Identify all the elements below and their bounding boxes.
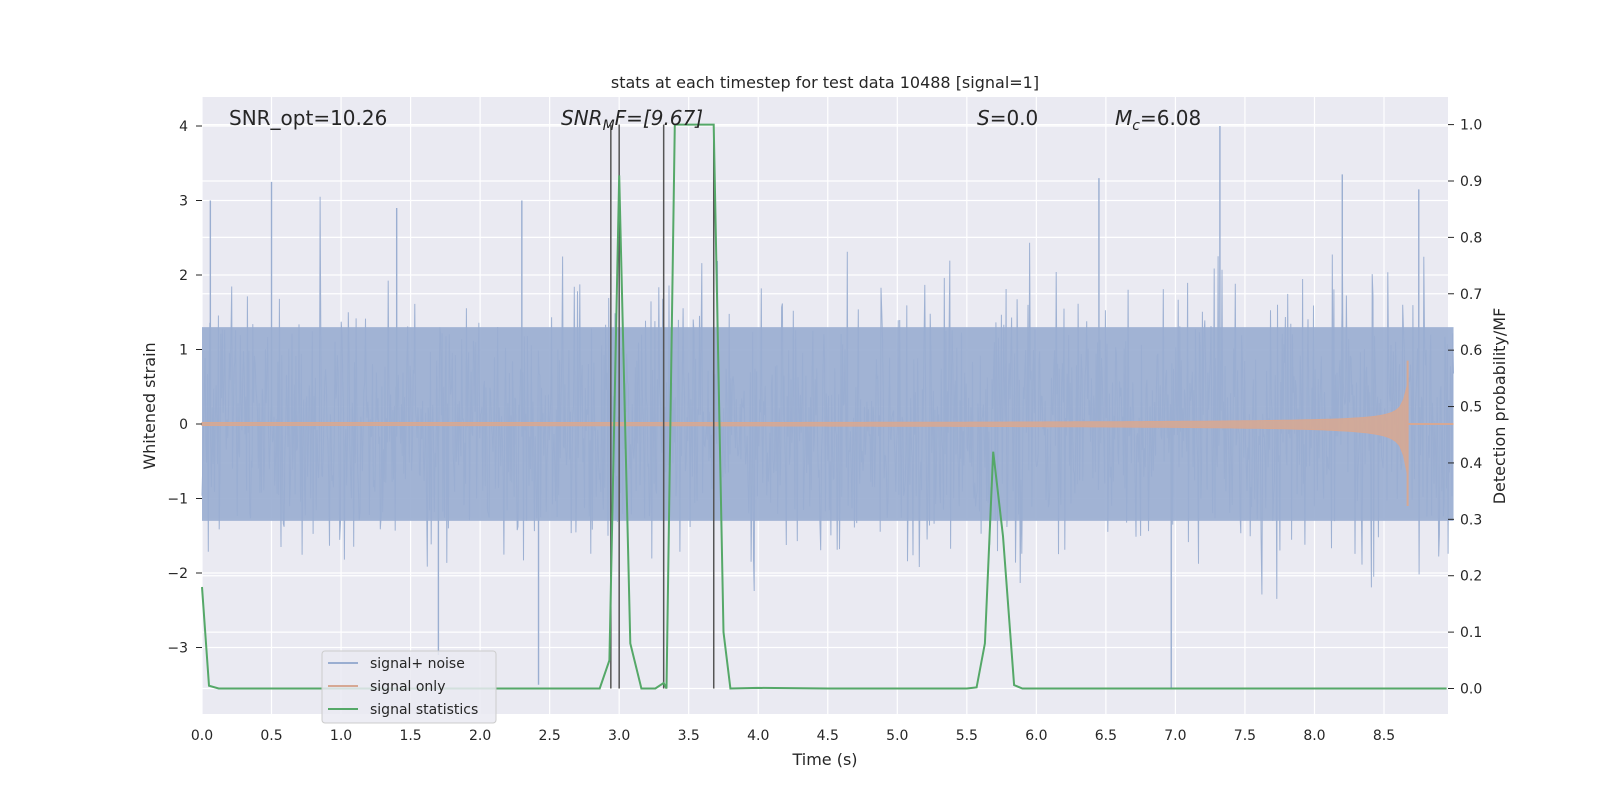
y2-tick-label: 0.9 bbox=[1460, 174, 1482, 190]
y-axis-label: Whitened strain bbox=[140, 342, 159, 469]
x-tick-label: 0.0 bbox=[191, 728, 213, 744]
x-tick-label: 8.0 bbox=[1303, 728, 1325, 744]
x-tick-label: 6.5 bbox=[1095, 728, 1117, 744]
x-tick-label: 2.5 bbox=[539, 728, 561, 744]
y2-axis-label: Detection probability/MF bbox=[1490, 308, 1509, 505]
chart-title: stats at each timestep for test data 104… bbox=[611, 73, 1039, 92]
y-tick-label: −3 bbox=[167, 641, 188, 657]
y2-tick-label: 0.2 bbox=[1460, 569, 1482, 585]
y2-tick-label: 0.5 bbox=[1460, 400, 1482, 416]
x-tick-label: 6.0 bbox=[1025, 728, 1047, 744]
snr-opt-annotation: SNR_opt=10.26 bbox=[229, 106, 387, 130]
mc-rest: =6.08 bbox=[1140, 106, 1201, 130]
x-tick-label: 5.5 bbox=[956, 728, 978, 744]
mc-annotation: Mc=6.08 bbox=[1115, 106, 1201, 134]
x-tick-label: 1.5 bbox=[399, 728, 421, 744]
y-tick-label: 3 bbox=[179, 194, 188, 210]
mc-sub: c bbox=[1132, 118, 1140, 134]
x-tick-label: 4.0 bbox=[747, 728, 769, 744]
x-tick-label: 1.0 bbox=[330, 728, 352, 744]
y2-tick-label: 0.7 bbox=[1460, 287, 1482, 303]
x-axis-label: Time (s) bbox=[791, 750, 857, 769]
x-tick-label: 0.5 bbox=[260, 728, 282, 744]
s-rest: =0.0 bbox=[990, 106, 1039, 130]
legend-label-stats: signal statistics bbox=[370, 702, 478, 718]
signal-only-series bbox=[201, 360, 1454, 506]
x-tick-label: 8.5 bbox=[1373, 728, 1395, 744]
legend: signal+ noise signal only signal statist… bbox=[321, 650, 497, 724]
y-tick-label: 1 bbox=[179, 343, 188, 359]
y2-tick-label: 0.1 bbox=[1460, 625, 1482, 641]
y2-tick-label: 0.8 bbox=[1460, 230, 1482, 246]
x-tick-label: 3.5 bbox=[678, 728, 700, 744]
mc-main: M bbox=[1115, 106, 1132, 130]
legend-label-noise: signal+ noise bbox=[370, 656, 465, 672]
x-tick-label: 2.0 bbox=[469, 728, 491, 744]
y2-tick-label: 0.6 bbox=[1460, 343, 1482, 359]
y-tick-label: 0 bbox=[179, 417, 188, 433]
x-tick-label: 7.0 bbox=[1164, 728, 1186, 744]
x-tick-label: 7.5 bbox=[1234, 728, 1256, 744]
y2-tick-label: 0.4 bbox=[1460, 456, 1482, 472]
y2-tick-label: 0.3 bbox=[1460, 512, 1482, 528]
x-tick-label: 4.5 bbox=[817, 728, 839, 744]
y2-tick-label: 0.0 bbox=[1460, 682, 1482, 698]
snr-mf-sub: M bbox=[603, 118, 615, 134]
x-tick-label: 5.0 bbox=[886, 728, 908, 744]
legend-box bbox=[321, 650, 497, 724]
y-tick-label: −2 bbox=[167, 566, 188, 582]
y-tick-label: −1 bbox=[167, 492, 188, 508]
legend-label-signal: signal only bbox=[370, 679, 445, 695]
snr-mf-annotation: SNRMF=[9.67] bbox=[561, 106, 703, 134]
y2-tick-label: 1.0 bbox=[1460, 118, 1482, 134]
y-tick-label: 2 bbox=[179, 268, 188, 284]
ticks: 0.0 0.5 1.0 1.5 2.0 2.5 3.0 3.5 4.0 4.5 5.0 5.5 6.0 6… bbox=[167, 118, 1482, 744]
snr-mf-main: SNR bbox=[561, 106, 603, 130]
s-annotation: S=0.0 bbox=[977, 106, 1038, 130]
x-tick-label: 3.0 bbox=[608, 728, 630, 744]
snr-mf-rest: F=[9.67] bbox=[615, 106, 703, 130]
s-main: S bbox=[977, 106, 990, 130]
y-tick-label: 4 bbox=[179, 119, 188, 135]
